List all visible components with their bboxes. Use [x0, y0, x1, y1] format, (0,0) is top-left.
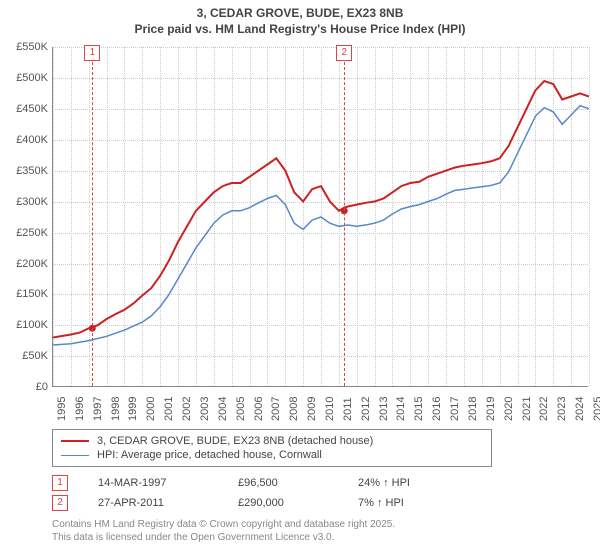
y-axis-label: £100K [0, 319, 48, 331]
title-line2: Price paid vs. HM Land Registry's House … [0, 22, 600, 38]
series-line [53, 81, 589, 338]
sale-markers-table: 1 14-MAR-1997 £96,500 24% ↑ HPI 2 27-APR-2011… [52, 473, 600, 513]
y-axis-label: £200K [0, 258, 48, 270]
legend-row: HPI: Average price, detached house, Corn… [61, 448, 483, 462]
y-axis-label: £300K [0, 196, 48, 208]
y-axis-label: £50K [0, 350, 48, 362]
sale-marker-box: 2 [336, 45, 352, 61]
series-line [53, 106, 589, 345]
y-axis-label: £500K [0, 72, 48, 84]
sale-marker-line [344, 47, 345, 386]
legend-swatch [61, 455, 89, 456]
legend: 3, CEDAR GROVE, BUDE, EX23 8NB (detached… [52, 429, 492, 467]
sale-marker-pct: 7% ↑ HPI [358, 497, 404, 509]
legend-label: 3, CEDAR GROVE, BUDE, EX23 8NB (detached… [97, 435, 373, 447]
x-axis-label: 2025 [592, 397, 600, 421]
y-axis-label: £350K [0, 165, 48, 177]
sale-marker-date: 14-MAR-1997 [98, 477, 208, 489]
chart-lines [53, 47, 589, 387]
title-line1: 3, CEDAR GROVE, BUDE, EX23 8NB [0, 6, 600, 22]
sale-marker-line [92, 47, 93, 386]
chart-title: 3, CEDAR GROVE, BUDE, EX23 8NB Price pai… [0, 0, 600, 41]
plot-region: 12 [52, 47, 588, 387]
sale-marker-pct: 24% ↑ HPI [358, 477, 410, 489]
sale-marker-number: 1 [52, 475, 68, 491]
y-axis-label: £0 [0, 381, 48, 393]
gridline-vertical [589, 47, 590, 386]
legend-swatch [61, 440, 89, 442]
y-axis-label: £150K [0, 288, 48, 300]
attrib-line1: Contains HM Land Registry data © Crown c… [52, 519, 600, 532]
y-axis-label: £450K [0, 103, 48, 115]
y-axis-label: £400K [0, 134, 48, 146]
sale-marker-row: 2 27-APR-2011 £290,000 7% ↑ HPI [52, 493, 600, 513]
sale-marker-price: £290,000 [238, 497, 328, 509]
y-axis-label: £250K [0, 227, 48, 239]
legend-row: 3, CEDAR GROVE, BUDE, EX23 8NB (detached… [61, 434, 483, 448]
chart-area: £0 £50K £100K £150K £200K £250K £300K £350K £400… [0, 41, 600, 423]
y-axis-label: £550K [0, 41, 48, 53]
attrib-line2: This data is licensed under the Open Gov… [52, 532, 600, 545]
sale-marker-row: 1 14-MAR-1997 £96,500 24% ↑ HPI [52, 473, 600, 493]
sale-marker-date: 27-APR-2011 [98, 497, 208, 509]
sale-marker-box: 1 [84, 45, 100, 61]
sale-marker-number: 2 [52, 495, 68, 511]
sale-marker-price: £96,500 [238, 477, 328, 489]
attribution: Contains HM Land Registry data © Crown c… [52, 519, 600, 544]
legend-label: HPI: Average price, detached house, Corn… [97, 449, 322, 461]
